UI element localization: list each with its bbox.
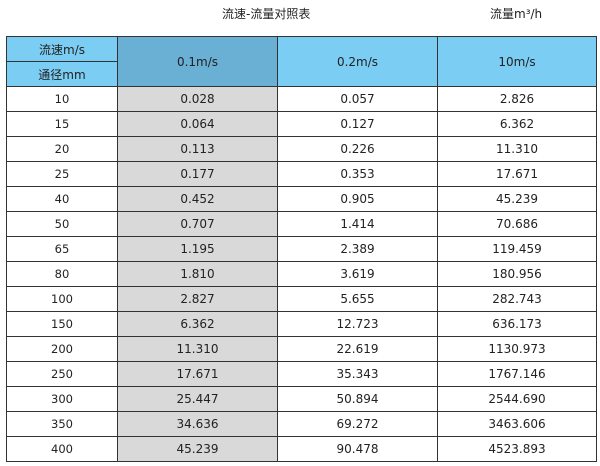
- flow-cell: 0.064: [117, 111, 278, 137]
- table-row: 80 1.810 3.619 180.956: [6, 261, 597, 287]
- table-row: 65 1.195 2.389 119.459: [6, 236, 597, 262]
- flow-cell: 69.272: [277, 411, 438, 437]
- flow-cell: 180.956: [437, 261, 597, 287]
- flow-cell: 70.686: [437, 211, 597, 237]
- table-row: 100 2.827 5.655 282.743: [6, 286, 597, 312]
- diameter-cell: 300: [6, 386, 118, 412]
- table-row: 400 45.239 90.478 4523.893: [6, 436, 597, 462]
- flow-cell: 45.239: [117, 436, 278, 462]
- flow-cell: 0.452: [117, 186, 278, 212]
- diameter-cell: 150: [6, 311, 118, 337]
- unit-label: 流量m³/h: [490, 7, 543, 21]
- flow-cell: 6.362: [437, 111, 597, 137]
- table-row: 150 6.362 12.723 636.173: [6, 311, 597, 337]
- header-row: 流速m/s 0.1m/s 0.2m/s 10m/s: [6, 36, 597, 87]
- flow-cell: 0.226: [277, 136, 438, 162]
- diameter-cell: 80: [6, 261, 118, 287]
- table-row: 25 0.177 0.353 17.671: [6, 161, 597, 187]
- flow-cell: 0.127: [277, 111, 438, 137]
- column-header: 0.2m/s: [277, 36, 438, 87]
- flow-cell: 90.478: [277, 436, 438, 462]
- flow-cell: 0.057: [277, 86, 438, 112]
- flow-cell: 0.353: [277, 161, 438, 187]
- velocity-header: 流速m/s: [6, 36, 118, 62]
- flow-cell: 35.343: [277, 361, 438, 387]
- diameter-cell: 200: [6, 336, 118, 362]
- diameter-cell: 15: [6, 111, 118, 137]
- flow-cell: 1.414: [277, 211, 438, 237]
- column-header: 10m/s: [437, 36, 597, 87]
- diameter-cell: 50: [6, 211, 118, 237]
- table-row: 40 0.452 0.905 45.239: [6, 186, 597, 212]
- diameter-cell: 250: [6, 361, 118, 387]
- table-row: 10 0.028 0.057 2.826: [6, 86, 597, 112]
- table-row: 50 0.707 1.414 70.686: [6, 211, 597, 237]
- diameter-cell: 100: [6, 286, 118, 312]
- flow-cell: 34.636: [117, 411, 278, 437]
- table-row: 20 0.113 0.226 11.310: [6, 136, 597, 162]
- flow-cell: 0.905: [277, 186, 438, 212]
- flow-cell: 6.362: [117, 311, 278, 337]
- header-row: 通径mm: [6, 61, 597, 87]
- flow-cell: 636.173: [437, 311, 597, 337]
- flow-cell: 2.826: [437, 86, 597, 112]
- flow-cell: 1767.146: [437, 361, 597, 387]
- flow-cell: 45.239: [437, 186, 597, 212]
- flow-cell: 282.743: [437, 286, 597, 312]
- diameter-header: 通径mm: [6, 61, 118, 87]
- diameter-cell: 65: [6, 236, 118, 262]
- diameter-cell: 20: [6, 136, 118, 162]
- flow-cell: 1130.973: [437, 336, 597, 362]
- flow-cell: 50.894: [277, 386, 438, 412]
- flow-cell: 3.619: [277, 261, 438, 287]
- column-header: 0.1m/s: [117, 36, 278, 87]
- flow-cell: 4523.893: [437, 436, 597, 462]
- flow-cell: 12.723: [277, 311, 438, 337]
- flow-cell: 0.177: [117, 161, 278, 187]
- diameter-cell: 25: [6, 161, 118, 187]
- flow-cell: 2544.690: [437, 386, 597, 412]
- flow-cell: 1.810: [117, 261, 278, 287]
- flow-cell: 11.310: [117, 336, 278, 362]
- flow-cell: 17.671: [117, 361, 278, 387]
- diameter-cell: 40: [6, 186, 118, 212]
- flow-cell: 119.459: [437, 236, 597, 262]
- table-row: 350 34.636 69.272 3463.606: [6, 411, 597, 437]
- flow-cell: 0.707: [117, 211, 278, 237]
- flow-cell: 1.195: [117, 236, 278, 262]
- diameter-cell: 350: [6, 411, 118, 437]
- flow-cell: 25.447: [117, 386, 278, 412]
- flow-cell: 22.619: [277, 336, 438, 362]
- diameter-cell: 10: [6, 86, 118, 112]
- flow-cell: 3463.606: [437, 411, 597, 437]
- table-title: 流速-流量对照表: [222, 7, 311, 21]
- table-row: 200 11.310 22.619 1130.973: [6, 336, 597, 362]
- flow-cell: 17.671: [437, 161, 597, 187]
- flow-cell: 0.113: [117, 136, 278, 162]
- flow-cell: 11.310: [437, 136, 597, 162]
- flow-cell: 2.389: [277, 236, 438, 262]
- diameter-cell: 400: [6, 436, 118, 462]
- table-row: 300 25.447 50.894 2544.690: [6, 386, 597, 412]
- flow-cell: 2.827: [117, 286, 278, 312]
- flow-cell: 0.028: [117, 86, 278, 112]
- table-row: 15 0.064 0.127 6.362: [6, 111, 597, 137]
- table-row: 250 17.671 35.343 1767.146: [6, 361, 597, 387]
- flow-table: 流速m/s 0.1m/s 0.2m/s 10m/s 通径mm 10 0.028 0.…: [6, 36, 597, 462]
- flow-cell: 5.655: [277, 286, 438, 312]
